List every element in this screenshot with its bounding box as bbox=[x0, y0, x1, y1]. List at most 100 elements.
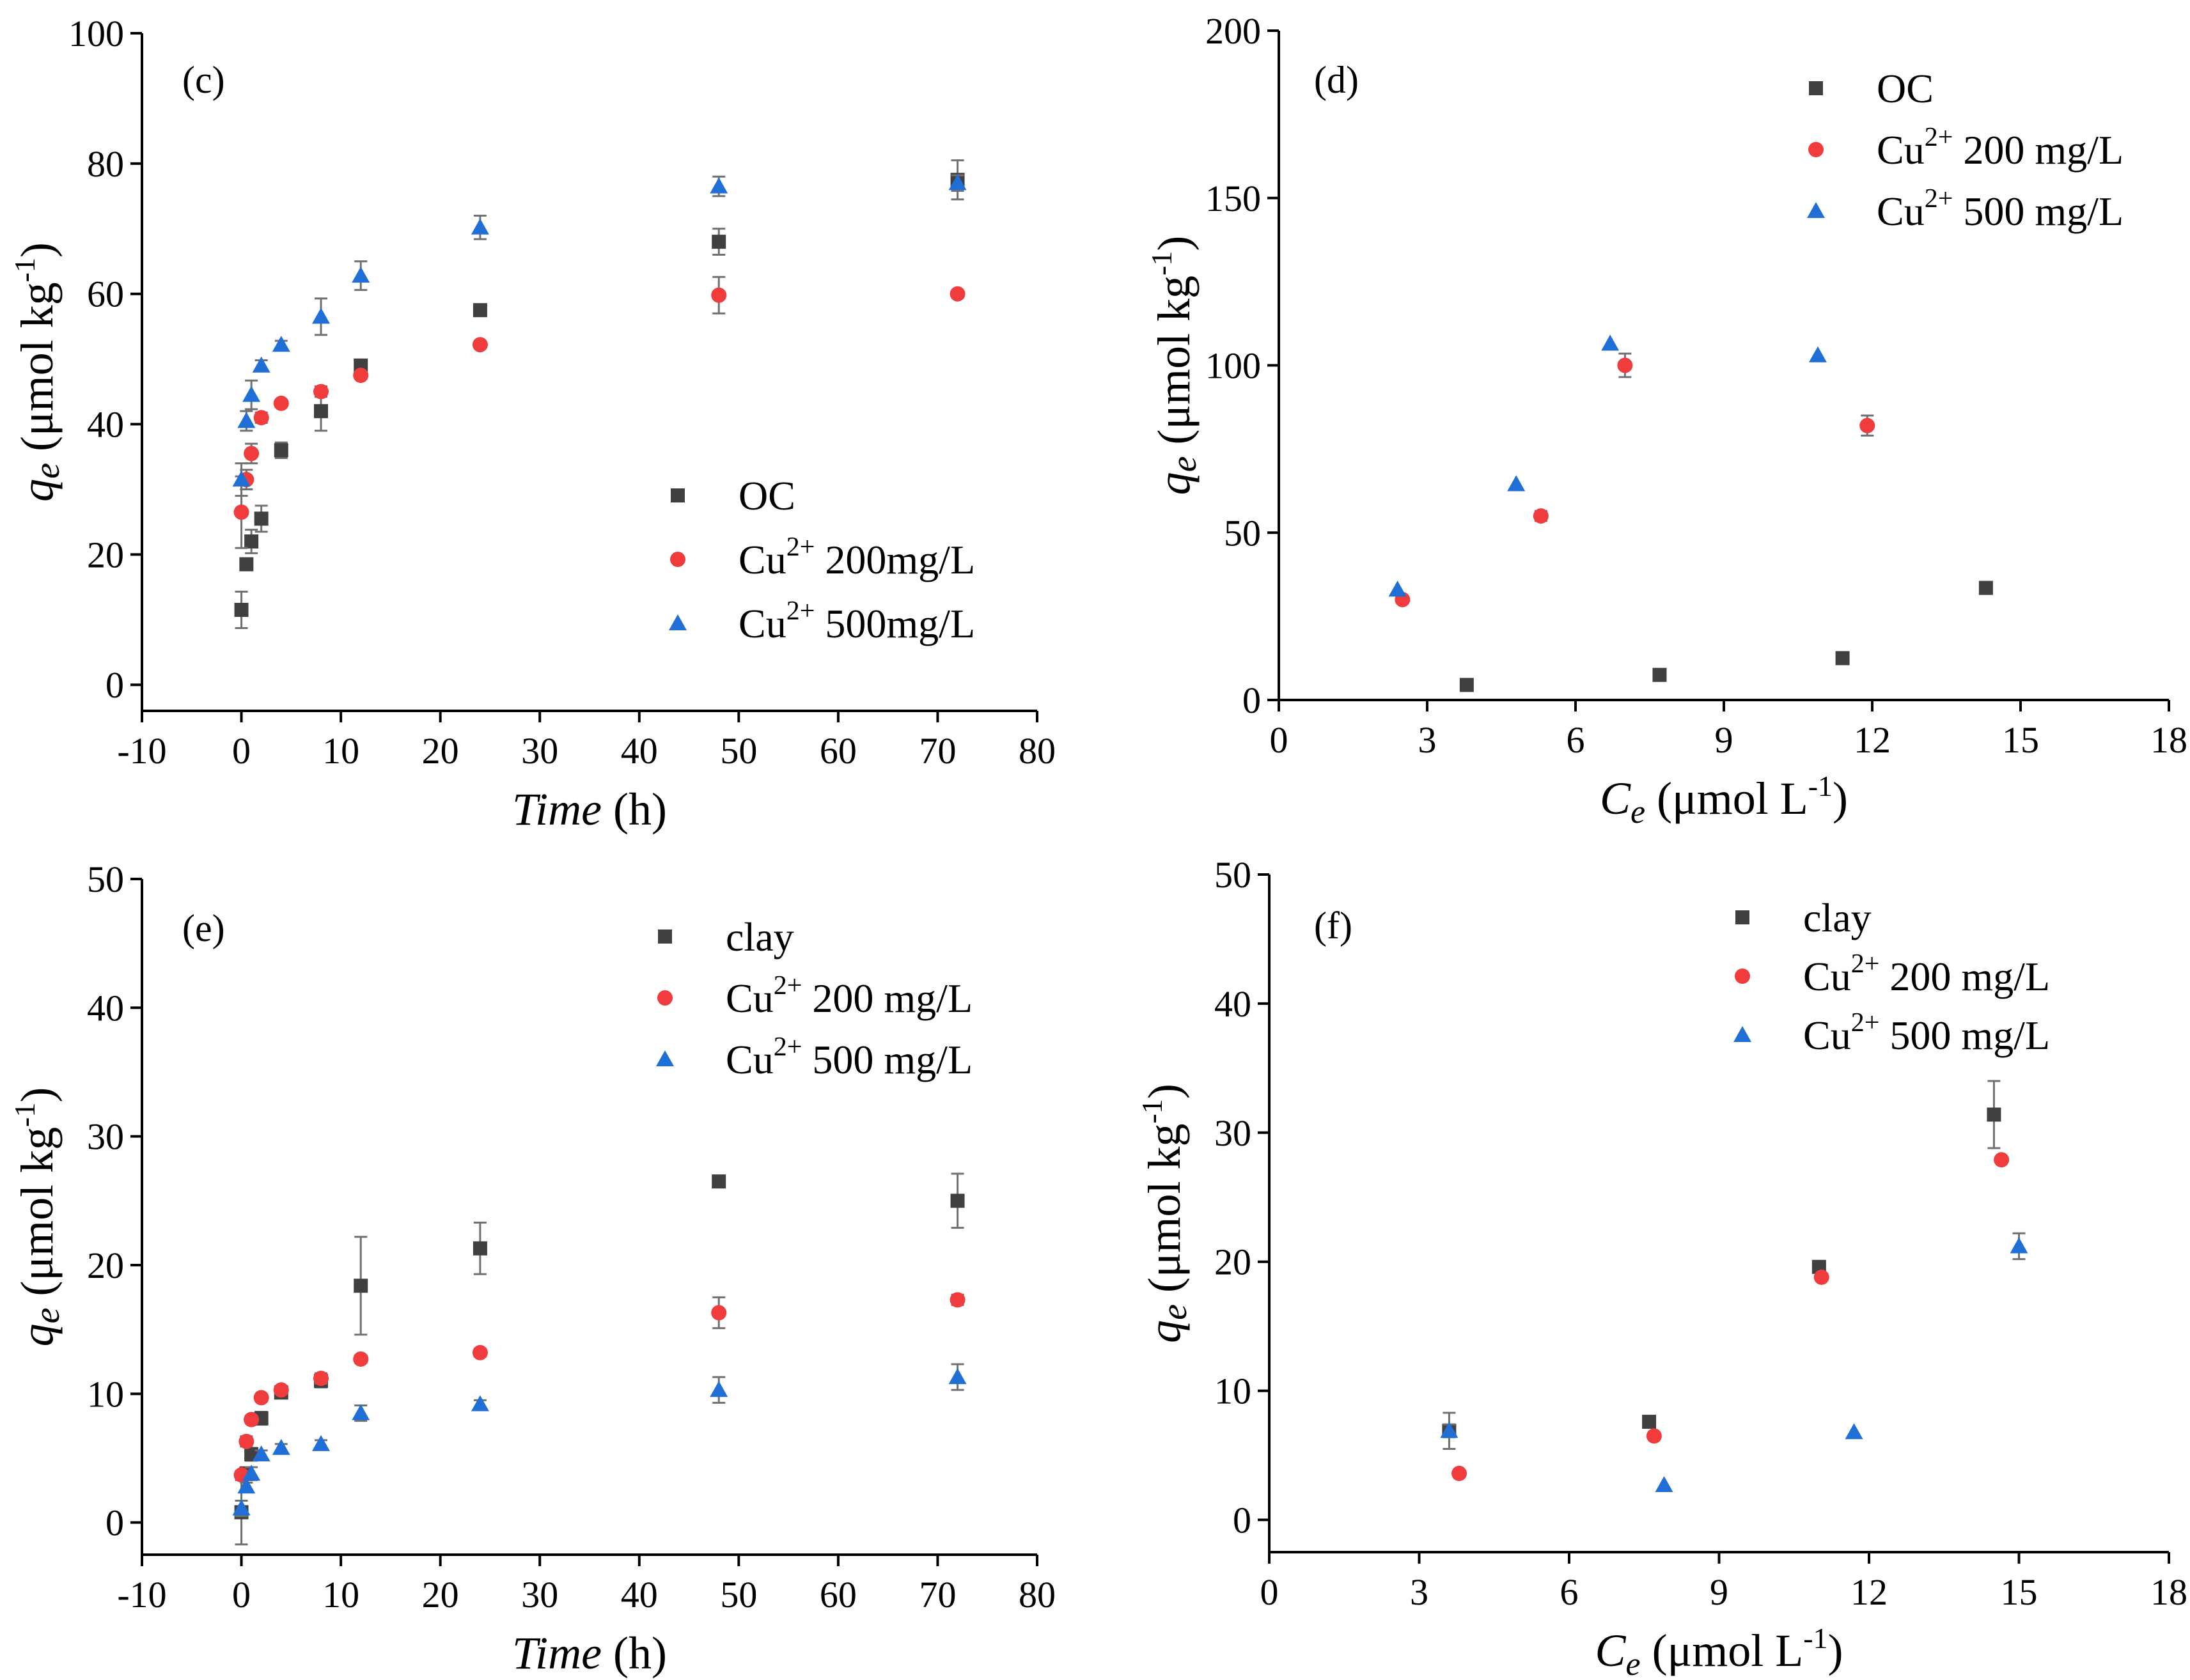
data-point bbox=[1655, 1476, 1673, 1493]
legend-label: Cu2+ 500mg/L bbox=[739, 596, 975, 646]
legend-label-main: Cu bbox=[1877, 189, 1925, 234]
y-axis-label: qe (μmol kg-1) bbox=[1136, 1084, 1194, 1343]
y-tick-label: 20 bbox=[1214, 1241, 1251, 1283]
data-point bbox=[253, 410, 269, 426]
x-tick-label: 40 bbox=[621, 730, 658, 772]
legend-label: OC bbox=[1877, 66, 1934, 111]
y-tick-label: 50 bbox=[1224, 512, 1261, 554]
y-tick-label: 60 bbox=[87, 274, 124, 315]
x-axis-label-sup: -1 bbox=[1808, 770, 1833, 802]
panel-label: (d) bbox=[1314, 59, 1359, 101]
data-point bbox=[352, 1404, 370, 1420]
y-tick-label: 0 bbox=[106, 1502, 124, 1544]
x-axis-label: Ce (μmol L-1) bbox=[1595, 1622, 1843, 1680]
data-point bbox=[1845, 1423, 1863, 1440]
y-axis-label-close: ) bbox=[12, 242, 63, 258]
y-tick-label: 0 bbox=[106, 664, 124, 706]
y-tick-label: 10 bbox=[1214, 1371, 1251, 1412]
data-point bbox=[353, 368, 369, 384]
x-axis-label: Time (h) bbox=[512, 1628, 667, 1679]
x-axis-label-sup: -1 bbox=[1803, 1622, 1827, 1654]
data-point bbox=[1533, 508, 1549, 524]
x-tick-label: 3 bbox=[1410, 1571, 1428, 1613]
x-tick-label: 9 bbox=[1710, 1571, 1728, 1613]
x-tick-label: 60 bbox=[820, 730, 857, 772]
x-tick-label: 10 bbox=[322, 1574, 359, 1615]
data-point bbox=[1451, 1465, 1467, 1481]
data-point bbox=[711, 287, 727, 303]
panel-c: -10 0 10 20 30 40 50 60 70 80 0 20 40 60 80 100 (c) Time … bbox=[8, 13, 1056, 835]
legend-label-rest: 200 mg/L bbox=[1953, 127, 2124, 173]
legend-label-main: clay bbox=[726, 914, 794, 960]
series-cu200 bbox=[1451, 1152, 2010, 1481]
x-axis-label-sub: e bbox=[1631, 794, 1645, 830]
x-tick-label: 30 bbox=[521, 730, 558, 772]
x-axis-label-sub: e bbox=[1626, 1646, 1641, 1680]
data-point bbox=[1601, 334, 1620, 351]
x-axis-label-var: C bbox=[1595, 1625, 1626, 1676]
legend-label-main: Cu bbox=[1803, 954, 1851, 999]
x-tick-label: 0 bbox=[232, 730, 251, 772]
legend-marker bbox=[671, 488, 685, 502]
y-axis-label: qe (μmol kg-1) bbox=[8, 242, 67, 502]
x-axis-label-close: ) bbox=[1828, 1625, 1843, 1676]
y-tick-label: 50 bbox=[87, 859, 124, 900]
series-cu500 bbox=[232, 1363, 967, 1518]
series-oc bbox=[1459, 580, 1993, 692]
x-tick-label: 70 bbox=[919, 1574, 956, 1615]
y-axis-label: qe (μmol kg-1) bbox=[1145, 236, 1204, 495]
y-axis-label-sup: -1 bbox=[1145, 251, 1178, 276]
data-point bbox=[711, 1305, 727, 1321]
x-tick-label: -10 bbox=[117, 1574, 166, 1615]
legend-label: Cu2+ 200 mg/L bbox=[1877, 123, 2124, 173]
legend-label-rest: 200 mg/L bbox=[1879, 954, 2050, 999]
legend-label-sup: 2+ bbox=[1925, 184, 1953, 214]
data-point bbox=[232, 1499, 251, 1516]
data-point bbox=[473, 303, 487, 318]
y-axis-label-sub: e bbox=[27, 1308, 67, 1324]
data-point bbox=[237, 412, 256, 428]
x-tick-label: 12 bbox=[1850, 1571, 1888, 1613]
data-point bbox=[950, 1194, 965, 1208]
data-point bbox=[473, 1241, 487, 1256]
legend-label-sup: 2+ bbox=[1851, 1008, 1880, 1038]
x-axis-label: Ce (μmol L-1) bbox=[1600, 770, 1848, 830]
x-tick-label: -10 bbox=[117, 730, 166, 772]
panel-label: (f) bbox=[1314, 905, 1352, 947]
legend-label-sup: 2+ bbox=[1925, 123, 1953, 152]
legend-marker bbox=[670, 552, 685, 567]
data-point bbox=[1507, 475, 1526, 492]
legend-label: Cu2+ 500 mg/L bbox=[1877, 184, 2124, 234]
y-axis-label-sup: -1 bbox=[8, 258, 41, 282]
y-tick-label: 0 bbox=[1242, 680, 1261, 721]
x-tick-label: 0 bbox=[232, 1574, 251, 1615]
data-point bbox=[712, 1174, 726, 1189]
legend-marker bbox=[1735, 968, 1750, 984]
legend-label: Cu2+ 500 mg/L bbox=[726, 1032, 973, 1082]
data-point bbox=[312, 307, 330, 324]
legend-label-sup: 2+ bbox=[774, 971, 802, 1000]
legend-label: clay bbox=[1803, 895, 1872, 940]
y-axis-label-close: ) bbox=[12, 1087, 63, 1103]
legend-marker bbox=[657, 990, 673, 1006]
legend-label: Cu2+ 200 mg/L bbox=[726, 971, 973, 1021]
data-point bbox=[1813, 1269, 1829, 1285]
y-axis-label-var: q bbox=[1139, 1320, 1190, 1343]
data-point bbox=[1835, 651, 1850, 665]
x-tick-label: 10 bbox=[322, 730, 359, 772]
legend-label-main: Cu bbox=[739, 537, 786, 582]
legend-label: Cu2+ 200 mg/L bbox=[1803, 949, 2050, 999]
legend-marker bbox=[1807, 202, 1825, 218]
y-tick-label: 20 bbox=[87, 1245, 124, 1286]
data-point bbox=[1617, 357, 1633, 373]
series-cu200 bbox=[233, 276, 966, 549]
y-axis-label-sub: e bbox=[1155, 1304, 1194, 1320]
data-point bbox=[472, 1344, 488, 1360]
data-point bbox=[1859, 417, 1875, 433]
legend-label: Cu2+ 500 mg/L bbox=[1803, 1008, 2050, 1058]
y-tick-label: 10 bbox=[87, 1373, 124, 1415]
y-axis-label-close: ) bbox=[1148, 236, 1200, 251]
x-tick-label: 60 bbox=[820, 1574, 857, 1615]
x-tick-label: 50 bbox=[720, 1574, 757, 1615]
x-tick-label: 12 bbox=[1854, 719, 1891, 761]
